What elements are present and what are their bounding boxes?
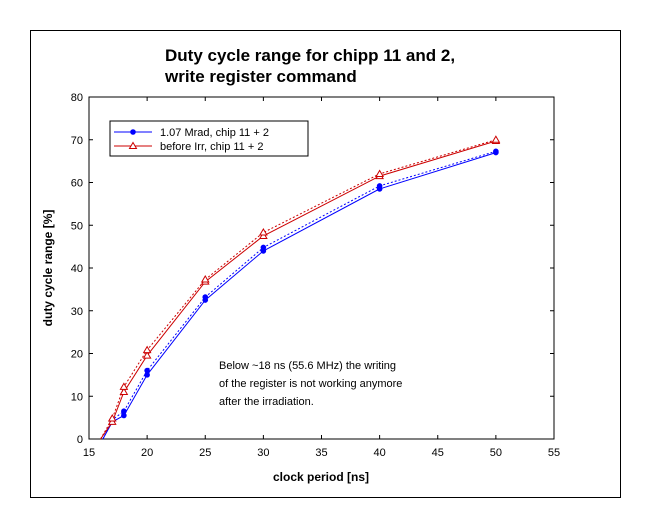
x-tick-label: 15 (83, 447, 95, 459)
y-tick-label: 40 (71, 263, 83, 275)
annotation-line-2: of the register is not working anymore (219, 378, 402, 390)
series-1-line-0 (100, 140, 497, 440)
x-tick-label: 50 (490, 447, 502, 459)
legend: 1.07 Mrad, chip 11 + 2 before Irr, chip … (109, 120, 309, 157)
data-point (259, 228, 268, 236)
data-point (375, 169, 384, 177)
series-layer (100, 135, 501, 440)
data-point (107, 413, 117, 422)
series-1-line-1 (100, 139, 497, 440)
legend-box (109, 120, 309, 157)
legend-label-0: 1.07 Mrad, chip 11 + 2 (160, 127, 269, 139)
y-tick-label: 60 (71, 178, 83, 190)
y-tick-label: 80 (71, 92, 83, 104)
y-tick-label: 0 (77, 434, 83, 446)
chart-frame (30, 30, 621, 498)
y-tick-label: 30 (71, 306, 83, 318)
y-tick-labels: 0 10 20 30 40 50 60 70 80 (71, 92, 83, 446)
legend-marker-1 (128, 141, 138, 149)
legend-marker-0 (130, 129, 136, 135)
y-tick-label: 20 (71, 349, 83, 361)
data-point (144, 372, 150, 378)
legend-label-1: before Irr, chip 11 + 2 (160, 141, 263, 153)
data-point (493, 148, 499, 155)
axis-ticks (88, 96, 555, 440)
data-point (119, 382, 129, 390)
data-point (200, 275, 210, 283)
data-point (142, 351, 152, 359)
chart-title-line-2: write register command (164, 67, 357, 86)
x-tick-label: 30 (257, 447, 269, 459)
series-0-line-1 (102, 150, 497, 440)
y-axis-title: duty cycle range [%] (41, 210, 55, 327)
data-point (121, 408, 127, 415)
chart-title-line-1: Duty cycle range for chipp 11 and 2, (165, 46, 455, 65)
data-point (142, 345, 152, 354)
x-tick-label: 45 (432, 447, 444, 459)
x-tick-label: 35 (315, 447, 327, 459)
x-tick-label: 40 (374, 447, 386, 459)
x-tick-label: 25 (199, 447, 211, 459)
data-point (260, 244, 267, 251)
x-tick-labels: 15 20 25 30 35 40 45 50 55 (83, 447, 560, 459)
y-tick-label: 50 (71, 220, 83, 232)
data-point (491, 135, 501, 143)
x-axis-title: clock period [ns] (273, 470, 369, 484)
y-tick-label: 70 (71, 135, 83, 147)
y-tick-label: 10 (71, 391, 83, 403)
annotation-line-3: after the irradiation. (219, 396, 314, 408)
data-point (202, 294, 209, 300)
data-point (144, 367, 150, 374)
x-tick-label: 55 (548, 447, 560, 459)
data-point (121, 412, 127, 419)
data-point (376, 183, 383, 189)
annotation-line-1: Below ~18 ns (55.6 MHz) the writing (219, 360, 396, 372)
x-tick-label: 20 (141, 447, 153, 459)
